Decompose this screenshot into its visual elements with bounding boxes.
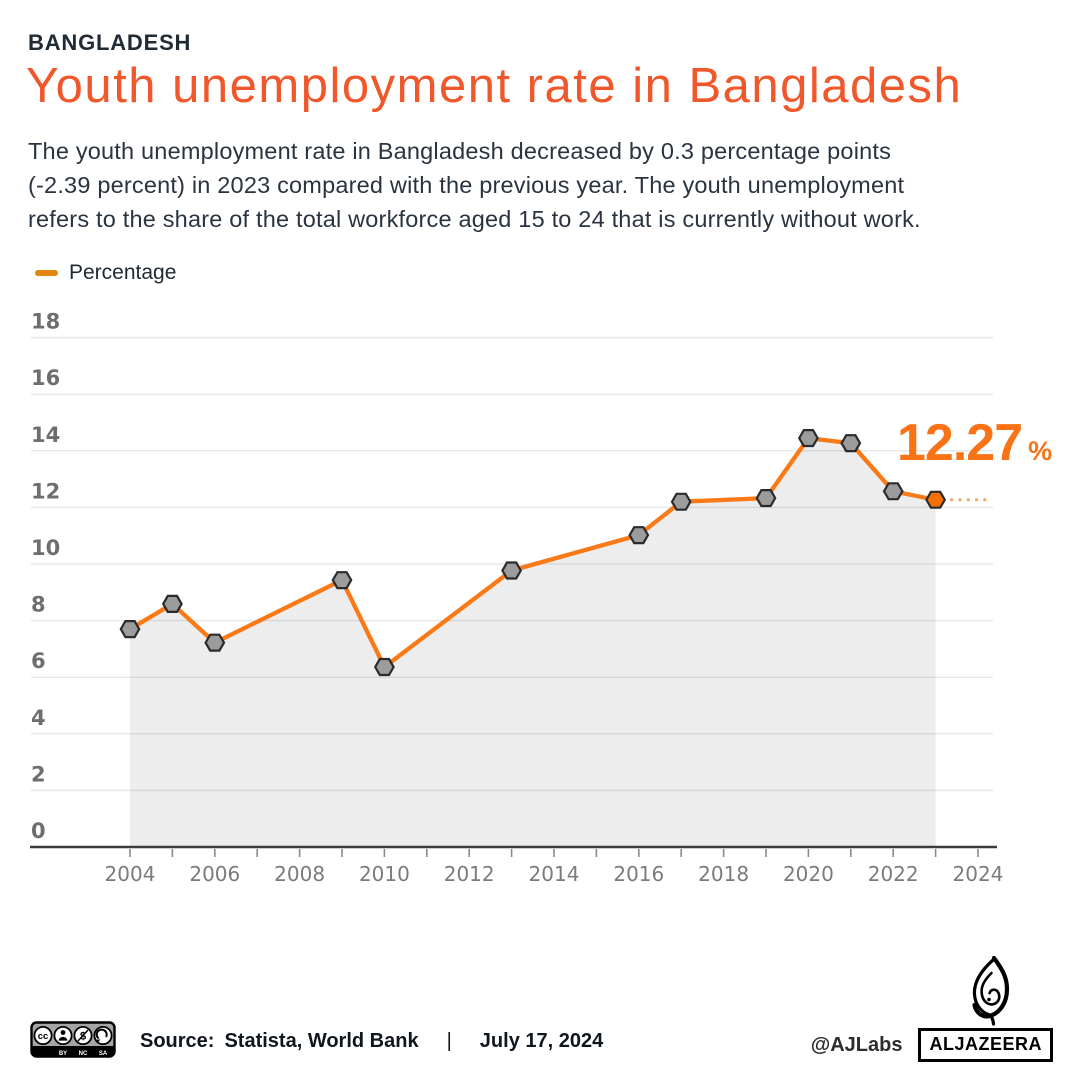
y-axis-label-14: 14: [31, 423, 60, 447]
data-point-2017: [670, 492, 692, 511]
publish-date: July 17, 2024: [479, 1029, 604, 1052]
person-icon-body: [58, 1036, 68, 1041]
sa-label: SA: [99, 1051, 108, 1057]
percent-sign: %: [1028, 436, 1053, 466]
source-label: Source:: [140, 1029, 215, 1052]
cc-badge-strip: [32, 1046, 114, 1057]
description: The youth unemployment rate in Banglades…: [28, 134, 1058, 236]
x-axis-label-2022: 2022: [868, 862, 919, 886]
data-point-2019: [755, 489, 777, 508]
flame-inner-swirl: [980, 971, 1001, 1006]
by-icon: [53, 1025, 73, 1046]
y-axis-label-2: 2: [31, 762, 46, 786]
description-line-1: The youth unemployment rate in Banglades…: [28, 138, 892, 164]
data-point-2023: [925, 490, 947, 509]
latest-value: 12.27: [897, 414, 1023, 472]
creative-commons-badge: cc $ BY NC SA: [30, 1021, 116, 1058]
sa-arrow-head: [95, 1039, 101, 1043]
y-axis-label-0: 0: [31, 819, 46, 843]
latest-value-annotation: 12.27 %: [897, 417, 1052, 469]
brand-area: @AJLabs ALJAZEERA: [753, 956, 1053, 1062]
data-point-2020: [797, 429, 819, 448]
data-point-2022: [882, 482, 904, 501]
data-point-2004: [119, 619, 141, 639]
x-axis-label-2016: 2016: [613, 862, 664, 886]
x-axis-label-2004: 2004: [105, 862, 156, 886]
description-line-3: refers to the share of the total workfor…: [28, 206, 921, 232]
chart-legend: Percentage: [35, 261, 176, 285]
source-separator: |: [446, 1029, 452, 1052]
source-line: Source: Statista, World Bank | July 17, …: [140, 1029, 603, 1053]
page-title: Youth unemployment rate in Bangladesh: [26, 59, 963, 113]
aljazeera-wordmark: ALJAZEERA: [918, 1028, 1053, 1062]
x-axis-label-2012: 2012: [444, 862, 495, 886]
brand-row: @AJLabs ALJAZEERA: [811, 1028, 1053, 1062]
x-axis-label-2008: 2008: [274, 862, 325, 886]
flame-outer-left: [972, 958, 996, 1026]
y-axis-label-18: 18: [31, 310, 60, 334]
data-point-2013: [501, 561, 523, 580]
x-axis-label-2024: 2024: [953, 862, 1004, 886]
ajlabs-credit: @AJLabs: [810, 1033, 903, 1056]
y-axis-label-6: 6: [31, 649, 46, 673]
nc-label: NC: [79, 1051, 88, 1057]
x-axis-label-2018: 2018: [698, 862, 749, 886]
x-axis-label-2006: 2006: [189, 862, 240, 886]
cc-glyph: cc: [38, 1031, 49, 1042]
data-point-2021: [840, 434, 862, 453]
x-axis-label-2014: 2014: [529, 862, 580, 886]
y-axis-label-10: 10: [31, 536, 60, 560]
dollar-strike: [77, 1029, 89, 1042]
aljazeera-flame-logo: [972, 956, 1010, 1026]
data-point-2006: [204, 633, 226, 652]
y-axis-label-12: 12: [31, 479, 60, 503]
x-axis-label-2020: 2020: [783, 862, 834, 886]
data-point-2009: [331, 571, 353, 590]
legend-line-swatch: [35, 270, 58, 276]
flame-outer-right: [972, 956, 1010, 1019]
y-axis-label-4: 4: [31, 706, 46, 730]
description-line-2: (-2.39 percent) in 2023 compared with th…: [28, 172, 905, 198]
data-point-2005: [161, 594, 183, 614]
person-icon-head: [60, 1030, 66, 1035]
by-label: BY: [59, 1051, 67, 1057]
kicker-label: BANGLADESH: [28, 30, 192, 55]
source-value: Statista, World Bank: [224, 1029, 419, 1052]
y-axis-label-8: 8: [31, 593, 46, 617]
legend-label: Percentage: [69, 261, 177, 284]
sa-arrow-arc: [95, 1028, 108, 1040]
y-axis-label-16: 16: [31, 366, 60, 390]
series-area-fill: [130, 438, 936, 847]
data-point-2010: [373, 657, 395, 677]
x-axis-label-2010: 2010: [359, 862, 410, 886]
data-point-2016: [628, 526, 650, 545]
flame-dot: [987, 997, 991, 1002]
cc-icon: [33, 1025, 53, 1046]
